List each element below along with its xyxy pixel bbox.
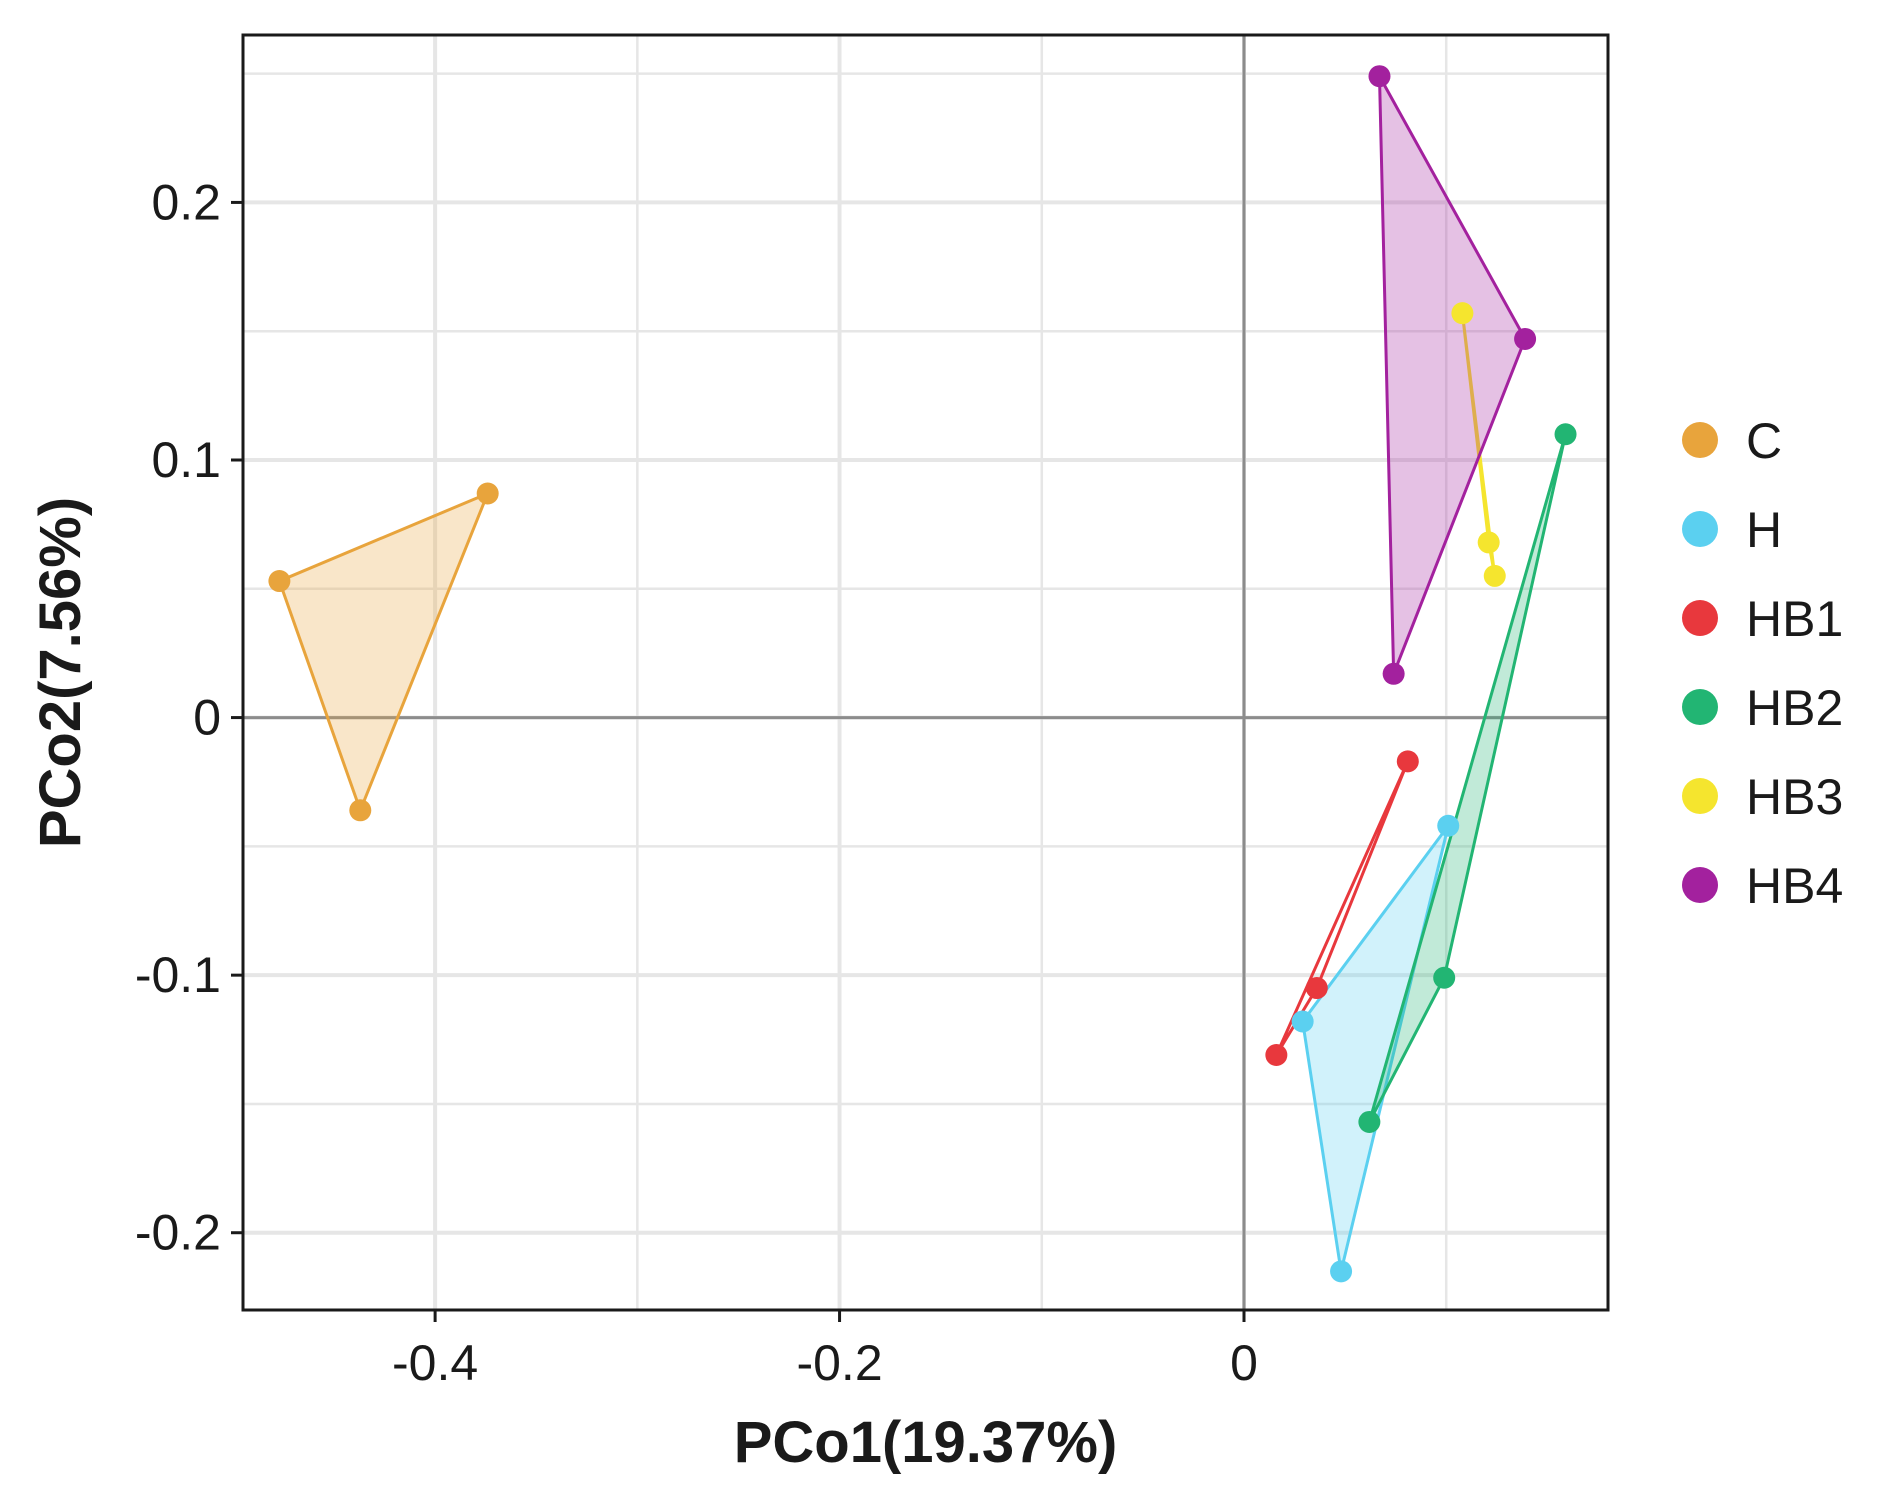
point-hb4-1 xyxy=(1368,65,1391,88)
legend-label-hb4: HB4 xyxy=(1746,858,1843,914)
point-hb4-2 xyxy=(1514,327,1537,350)
hull-hb3 xyxy=(1460,311,1497,578)
point-hb2-3 xyxy=(1358,1110,1381,1133)
plot-frame xyxy=(241,33,1610,1312)
y-tick-label: -0.1 xyxy=(135,947,221,1003)
legend-key-hb3 xyxy=(1682,778,1718,814)
y-tick-label: 0.2 xyxy=(151,174,221,230)
point-hb3-2 xyxy=(1477,531,1500,554)
x-tick-label: -0.2 xyxy=(796,1335,882,1391)
legend-key-hb1 xyxy=(1682,600,1718,636)
point-hb2-1 xyxy=(1554,423,1577,446)
legend-label-c: C xyxy=(1746,413,1782,469)
point-c-2 xyxy=(476,482,499,505)
point-h-1 xyxy=(1291,1010,1314,1033)
legend-key-hb2 xyxy=(1682,689,1718,725)
hull-hb2 xyxy=(1367,432,1568,1124)
x-tick-label: -0.4 xyxy=(392,1335,478,1391)
legend-key-h xyxy=(1682,511,1718,547)
legend-label-hb1: HB1 xyxy=(1746,591,1843,647)
point-c-1 xyxy=(268,570,291,593)
legend-label-hb3: HB3 xyxy=(1746,769,1843,825)
legend-key-c xyxy=(1682,422,1718,458)
hull-c xyxy=(277,491,490,812)
point-hb1-1 xyxy=(1265,1044,1288,1066)
point-h-2 xyxy=(1437,814,1460,837)
y-axis-title: PCo2(7.56%) xyxy=(28,497,93,848)
point-hb1-3 xyxy=(1305,977,1328,1000)
legend-label-h: H xyxy=(1746,502,1782,558)
x-tick-label: 0 xyxy=(1230,1335,1258,1391)
y-tick-label: -0.2 xyxy=(135,1205,221,1261)
hull-h xyxy=(1301,824,1450,1273)
zero-lines xyxy=(243,35,1608,1310)
y-tick-label: 0.1 xyxy=(151,432,221,488)
hull-hb4 xyxy=(1377,74,1527,676)
tick-layer: -0.4 -0.2 0 0.2 0.1 0 -0.1 -0.2 xyxy=(135,174,1258,1391)
point-hb4-3 xyxy=(1382,662,1405,685)
point-hb3-1 xyxy=(1451,302,1474,325)
point-hb3-3 xyxy=(1483,564,1506,587)
x-axis-title: PCo1(19.37%) xyxy=(734,1410,1118,1475)
point-layer xyxy=(268,65,1577,1283)
point-h-3 xyxy=(1330,1260,1353,1283)
legend-key-hb4 xyxy=(1682,867,1718,903)
legend: CH HB1 HB2 HB3 HB4 xyxy=(1682,413,1843,914)
point-c-3 xyxy=(349,799,372,822)
y-tick-label: 0 xyxy=(193,690,221,746)
point-hb1-2 xyxy=(1396,750,1419,773)
legend-label-hb2: HB2 xyxy=(1746,680,1843,736)
point-hb2-2 xyxy=(1433,966,1456,989)
